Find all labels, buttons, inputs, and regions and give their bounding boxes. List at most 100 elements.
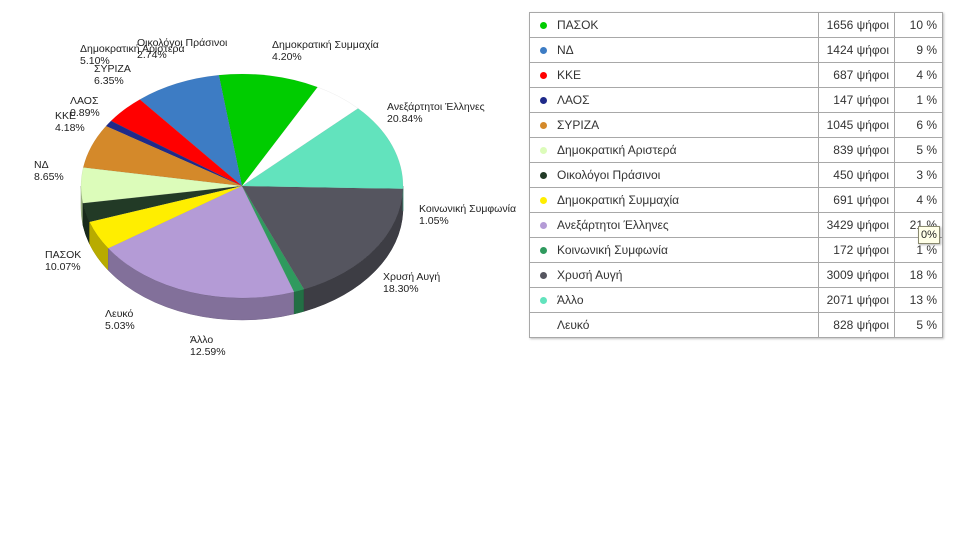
percent-cell: 4 % [894,187,943,213]
votes-cell: 1424 ψήφοι [818,37,895,63]
party-cell: ΝΔ [529,37,819,63]
pie-slice-5[interactable] [80,167,243,204]
legend-bullet-icon [540,221,547,229]
legend-bullet-icon [540,171,547,179]
pie-side-9 [293,289,305,315]
party-name: Κοινωνική Συμφωνία [557,243,668,257]
table-row: ΝΔ 1424 ψήφοι 9 % [529,37,943,63]
table-row: Κοινωνική Συμφωνία 172 ψήφοι 1 % [529,237,943,263]
table-row: ΛΑΟΣ 147 ψήφοι 1 % [529,87,943,113]
pie-slice-8[interactable] [107,185,295,299]
pie-label-5: Δημοκρατική Αριστερά 5.10% [80,43,185,67]
party-cell: ΣΥΡΙΖΑ [529,112,819,138]
table-row: Ανεξάρτητοι Έλληνες 3429 ψήφοι 21 % [529,212,943,238]
results-table: ΠΑΣΟΚ 1656 ψήφοι 10 % ΝΔ 1424 ψήφοι 9 % ΚΚΕ 687… [529,12,943,338]
table-row: Άλλο 2071 ψήφοι 13 % [529,287,943,313]
party-name: Δημοκρατική Αριστερά [557,143,677,157]
legend-bullet-icon [540,146,547,154]
pie-slice-4[interactable] [82,125,243,187]
pie-slice-2[interactable] [110,99,243,187]
votes-cell: 1045 ψήφοι [818,112,895,138]
pie-label-7: Δημοκρατική Συμμαχία 4.20% [272,39,379,63]
party-cell: Λευκό [529,312,819,338]
party-name: Οικολόγοι Πράσινοι [557,168,661,182]
party-cell: ΛΑΟΣ [529,87,819,113]
legend-bullet-icon [540,96,547,104]
legend-bullet-icon [540,46,547,54]
pie-label-1: ΝΔ 8.65% [34,159,64,183]
legend-bullet-icon [540,296,547,304]
pie-chart: ΠΑΣΟΚ 10.07% ΝΔ 8.65% ΚΚΕ 4.18%ΛΑΟΣ 0.89% ΣΥΡΙΖ… [34,37,516,358]
pie-label-0: ΠΑΣΟΚ 10.07% [45,249,81,273]
votes-cell: 450 ψήφοι [818,162,895,188]
votes-cell: 828 ψήφοι [818,312,895,338]
legend-bullet-icon [540,71,547,79]
table-row: ΣΥΡΙΖΑ 1045 ψήφοι 6 % [529,112,943,138]
party-name: Άλλο [557,293,584,307]
party-name: ΛΑΟΣ [557,93,590,107]
table-row: Οικολόγοι Πράσινοι 450 ψήφοι 3 % [529,162,943,188]
legend-bullet-icon [540,321,547,329]
percent-cell: 10 % [894,12,943,38]
party-name: Λευκό [557,318,590,332]
legend-bullet-icon [540,121,547,129]
pie-slice-7[interactable] [89,185,243,249]
pie-labels: ΠΑΣΟΚ 10.07% ΝΔ 8.65% ΚΚΕ 4.18%ΛΑΟΣ 0.89% ΣΥΡΙΖ… [34,37,516,358]
votes-cell: 172 ψήφοι [818,237,895,263]
table-row: Λευκό 828 ψήφοι 5 % [529,312,943,338]
pie-slice-11[interactable] [241,108,404,190]
party-name: Δημοκρατική Συμμαχία [557,193,680,207]
party-name: ΠΑΣΟΚ [557,18,599,32]
pie-label-3: ΛΑΟΣ 0.89% [70,95,100,119]
party-cell: Δημοκρατική Αριστερά [529,137,819,163]
pie-slice-10[interactable] [241,185,404,290]
pie-slice-1[interactable] [139,74,243,187]
party-cell: ΠΑΣΟΚ [529,12,819,38]
votes-cell: 839 ψήφοι [818,137,895,163]
percent-cell: 18 % [894,262,943,288]
percent-cell: 13 % [894,287,943,313]
party-name: ΣΥΡΙΖΑ [557,118,600,132]
pie-slice-9[interactable] [241,185,305,293]
pie-label-8: Ανεξάρτητοι Έλληνες 20.84% [387,101,485,125]
pie-slice-6[interactable] [82,185,243,223]
pie-slice-12[interactable] [241,86,359,187]
percent-cell: 9 % [894,37,943,63]
party-cell: Κοινωνική Συμφωνία [529,237,819,263]
table-row: ΠΑΣΟΚ 1656 ψήφοι 10 % [529,12,943,38]
votes-cell: 2071 ψήφοι [818,287,895,313]
pie-label-11: Άλλο 12.59% [190,334,226,358]
votes-cell: 691 ψήφοι [818,187,895,213]
percent-cell: 5 % [894,312,943,338]
party-name: ΝΔ [557,43,574,57]
legend-bullet-icon [540,21,547,29]
pie-label-6: Οικολόγοι Πράσινοι 2.74% [137,37,228,61]
party-cell: Άλλο [529,287,819,313]
pie-label-9: Κοινωνική Συμφωνία 1.05% [419,203,516,227]
percent-cell: 4 % [894,62,943,88]
votes-cell: 3009 ψήφοι [818,262,895,288]
party-cell: Ανεξάρτητοι Έλληνες [529,212,819,238]
table-row: Χρυσή Αυγή 3009 ψήφοι 18 % [529,262,943,288]
pie-label-4: ΣΥΡΙΖΑ 6.35% [94,63,131,87]
legend-bullet-icon [540,271,547,279]
votes-cell: 687 ψήφοι [818,62,895,88]
votes-cell: 3429 ψήφοι [818,212,895,238]
party-cell: ΚΚΕ [529,62,819,88]
pie-label-12: Λευκό 5.03% [105,308,135,332]
votes-cell: 147 ψήφοι [818,87,895,113]
pie-label-2: ΚΚΕ 4.18% [55,110,85,134]
tooltip: 0% [918,226,940,244]
legend-bullet-icon [540,246,547,254]
party-name: Χρυσή Αυγή [557,268,623,282]
percent-cell: 3 % [894,162,943,188]
votes-cell: 1656 ψήφοι [818,12,895,38]
pie-slice-3[interactable] [105,120,243,187]
percent-cell: 6 % [894,112,943,138]
table-row: Δημοκρατική Αριστερά 839 ψήφοι 5 % [529,137,943,163]
pie-slice-0[interactable] [218,73,318,187]
table-row: Δημοκρατική Συμμαχία 691 ψήφοι 4 % [529,187,943,213]
percent-cell: 5 % [894,137,943,163]
percent-cell: 1 % [894,87,943,113]
party-cell: Χρυσή Αυγή [529,262,819,288]
